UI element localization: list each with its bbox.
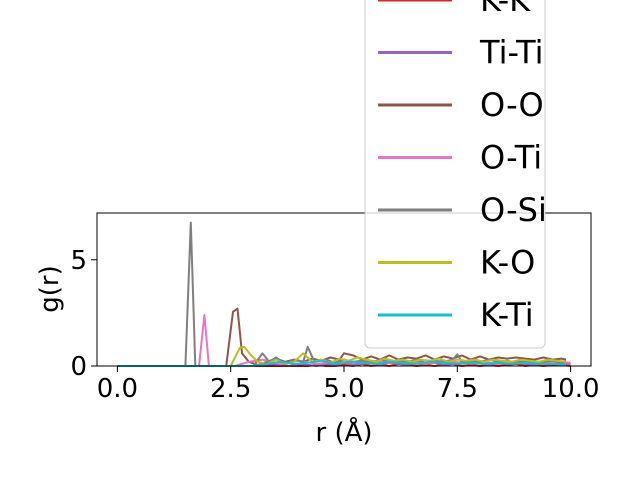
x-tick-label: 0.0 bbox=[97, 374, 138, 404]
x-axis-ticks: 0.0 2.5 5.0 7.5 10.0 bbox=[97, 366, 600, 404]
x-tick-label: 7.5 bbox=[437, 374, 478, 404]
legend: K-K Ti-Ti O-O O-Ti O-Si K-O K-Ti bbox=[364, 0, 547, 349]
legend-entry-k-k: K-K bbox=[378, 0, 531, 19]
series-line-k-ti bbox=[117, 359, 567, 367]
y-tick-label: 5 bbox=[70, 246, 87, 276]
y-axis-label: g(r) bbox=[35, 265, 65, 312]
legend-box bbox=[364, 0, 546, 349]
legend-label: K-K bbox=[480, 0, 531, 19]
x-axis-label: r (Å) bbox=[315, 416, 372, 448]
legend-entry-ti-ti: Ti-Ti bbox=[378, 34, 544, 72]
series-line-k-o bbox=[117, 345, 567, 367]
x-tick-label: 5.0 bbox=[323, 374, 364, 404]
legend-label: K-Ti bbox=[480, 296, 534, 334]
y-tick-label: 0 bbox=[70, 352, 87, 382]
legend-label: K-O bbox=[480, 244, 535, 282]
legend-label: Ti-Ti bbox=[479, 34, 544, 72]
legend-label: O-Ti bbox=[480, 139, 542, 177]
legend-entry-k-o: K-O bbox=[378, 244, 535, 282]
legend-entry-o-si: O-Si bbox=[378, 191, 547, 229]
legend-label: O-O bbox=[480, 86, 544, 124]
legend-entry-k-ti: K-Ti bbox=[378, 296, 534, 334]
series-line-o-o bbox=[117, 307, 567, 367]
legend-entry-o-o: O-O bbox=[378, 86, 544, 124]
legend-label: O-Si bbox=[480, 191, 547, 229]
x-tick-label: 2.5 bbox=[210, 374, 251, 404]
legend-entry-o-ti: O-Ti bbox=[378, 139, 542, 177]
y-axis-ticks: 05 bbox=[70, 246, 97, 382]
x-tick-label: 10.0 bbox=[542, 374, 600, 404]
